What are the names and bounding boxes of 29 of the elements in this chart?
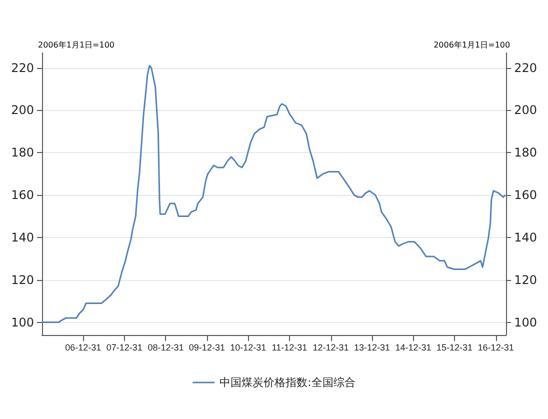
y2-tick-label: 180 bbox=[514, 146, 537, 160]
y2-tick-label: 100 bbox=[514, 315, 537, 330]
x-tick-label: 11-12-31 bbox=[272, 342, 308, 352]
y2-axis-title: 2006年1月1日=100 bbox=[434, 40, 510, 50]
y-tick-label: 220 bbox=[11, 60, 34, 75]
y-tick-label: 200 bbox=[11, 103, 34, 118]
y2-tick-label: 200 bbox=[514, 103, 537, 118]
y-tick-label: 100 bbox=[11, 315, 34, 330]
y-tick-label: 120 bbox=[11, 272, 34, 287]
y2-tick-label: 220 bbox=[514, 60, 537, 75]
x-tick-label: 14-12-31 bbox=[395, 342, 432, 352]
legend-label: 中国煤炭价格指数:全国综合 bbox=[220, 376, 356, 389]
x-tick-label: 13-12-31 bbox=[354, 342, 390, 352]
x-tick-label: 15-12-31 bbox=[436, 342, 472, 352]
x-tick-label: 08-12-31 bbox=[148, 342, 184, 352]
x-tick-label: 09-12-31 bbox=[188, 342, 225, 352]
y-axis-title: 2006年1月1日=100 bbox=[38, 40, 115, 50]
line-series bbox=[41, 64, 506, 324]
x-tick-label: 06-12-31 bbox=[65, 342, 102, 352]
y-tick-label: 160 bbox=[11, 188, 34, 202]
y2-tick-label: 140 bbox=[514, 230, 537, 244]
y2-tick-label: 120 bbox=[514, 272, 537, 287]
x-tick-label: 07-12-31 bbox=[106, 342, 142, 352]
x-tick-label: 12-12-31 bbox=[312, 342, 349, 352]
y-tick-label: 180 bbox=[11, 146, 34, 160]
x-tick-label: 16-12-31 bbox=[478, 342, 514, 352]
y-tick-label: 140 bbox=[11, 230, 34, 244]
y2-tick-label: 160 bbox=[514, 188, 537, 202]
x-tick-label: 10-12-31 bbox=[230, 342, 266, 352]
